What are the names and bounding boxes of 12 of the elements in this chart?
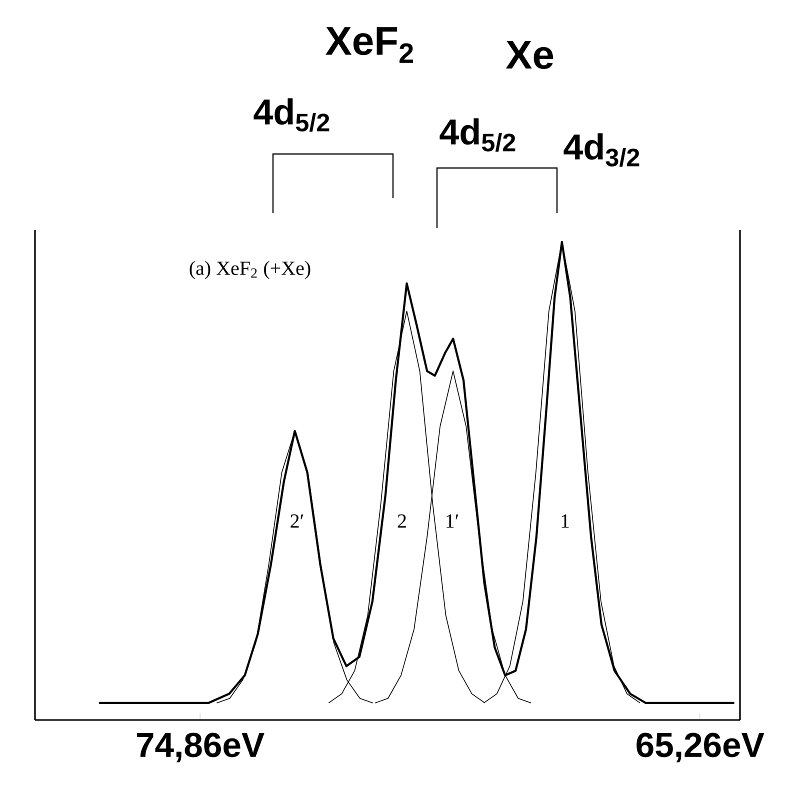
annotation: 2 [398,514,406,528]
annotation: 1′ [446,514,458,528]
x-tick-label: 74,86eV [136,732,264,762]
x-tick-label: 65,26eV [636,732,764,762]
annotation: 2′ [290,514,304,528]
text: Xe [506,41,554,69]
text: 4d$_{3/2}$ [564,133,640,167]
text: 4d$_{5/2}$ [440,118,516,152]
annotation: 1 [562,514,569,528]
text: 4d$_{5/2}$ [254,98,330,132]
text: XeF$_{2}$ [326,27,414,63]
annotation: (a) XeF$_{2}$ (+Xe) [190,260,310,280]
